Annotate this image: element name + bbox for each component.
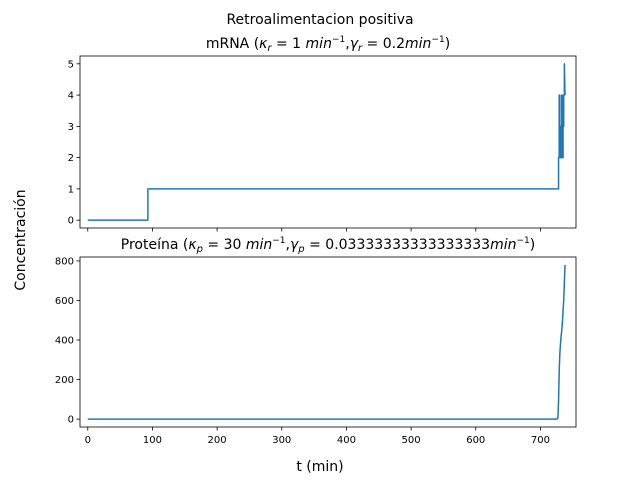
x-tick-label-proteina-200: 200: [208, 435, 227, 446]
y-tick-label-mrna-2: 2: [68, 153, 74, 164]
axes-frame-mrna: [79, 55, 577, 229]
figure-suptitle: Retroalimentacion positiva: [226, 12, 413, 28]
series-line-proteina-0: [87, 264, 566, 420]
y-tick-label-mrna-0: 0: [68, 216, 74, 227]
x-tick-label-proteina-500: 500: [402, 435, 421, 446]
y-tick-label-mrna-3: 3: [68, 122, 74, 133]
axes-frame-proteina: [79, 256, 577, 428]
series-line-mrna-0: [87, 63, 566, 221]
x-tick-label-proteina-600: 600: [466, 435, 485, 446]
x-tick-label-proteina-400: 400: [337, 435, 356, 446]
subplot-title-proteina: Proteína (κp = 30 min−1,γp = 0.033333333…: [121, 236, 535, 255]
subplot-mrna: mRNA (κr = 1 min−1,γr = 0.2min−1) 0 1 2 3 4 5: [68, 35, 577, 232]
y-tick-label-mrna-4: 4: [68, 91, 74, 102]
plot-area-proteina: 0 100 200 300 400 500 600 700 0 200 400 600 800: [55, 256, 577, 446]
plot-area-mrna: 0 1 2 3 4 5: [68, 55, 577, 232]
figure-xlabel: t (min): [296, 459, 343, 475]
y-tick-label-proteina-0: 0: [68, 415, 74, 426]
x-tick-label-proteina-300: 300: [272, 435, 291, 446]
x-tick-label-proteina-100: 100: [143, 435, 162, 446]
x-tick-label-proteina-0: 0: [85, 435, 91, 446]
subplot-title-mrna: mRNA (κr = 1 min−1,γr = 0.2min−1): [206, 35, 450, 54]
y-tick-label-proteina-800: 800: [55, 256, 74, 267]
y-tick-label-mrna-5: 5: [68, 59, 74, 70]
x-tick-label-proteina-700: 700: [531, 435, 550, 446]
y-tick-label-proteina-200: 200: [55, 375, 74, 386]
y-tick-label-mrna-1: 1: [68, 184, 74, 195]
y-tick-label-proteina-400: 400: [55, 336, 74, 347]
y-tick-label-proteina-600: 600: [55, 296, 74, 307]
subplot-proteina: Proteína (κp = 30 min−1,γp = 0.033333333…: [55, 236, 577, 446]
figure-ylabel: Concentración: [13, 189, 29, 290]
